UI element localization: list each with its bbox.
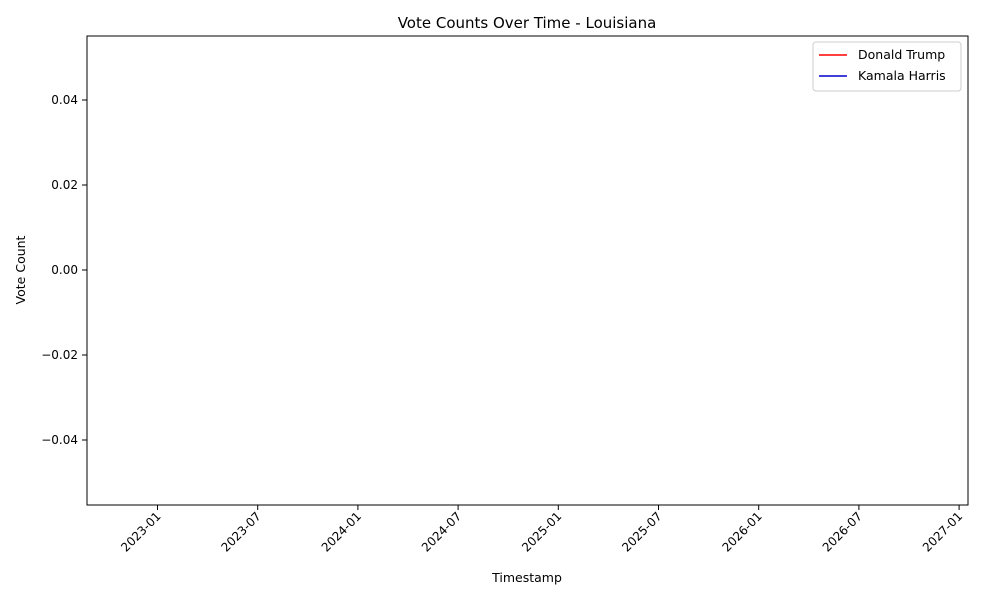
y-tick-label: 0.00 — [51, 263, 78, 277]
y-axis-title: Vote Count — [13, 235, 28, 304]
y-tick-3: −0.02 — [41, 348, 87, 362]
legend-entry-kamala-harris: Kamala Harris — [819, 68, 946, 83]
legend-entry-donald-trump: Donald Trump — [819, 47, 945, 62]
y-tick-1: 0.02 — [51, 178, 87, 192]
y-tick-0: 0.04 — [51, 93, 87, 107]
y-tick-label: −0.02 — [41, 348, 78, 362]
y-tick-4: −0.04 — [41, 433, 87, 447]
y-tick-2: 0.00 — [51, 263, 87, 277]
legend-label-kamala-harris: Kamala Harris — [858, 68, 946, 83]
x-axis-title: Timestamp — [491, 570, 562, 585]
y-tick-label: −0.04 — [41, 433, 78, 447]
y-axis: 0.04 0.02 0.00 −0.02 −0.04 — [41, 93, 87, 447]
chart-title: Vote Counts Over Time - Louisiana — [398, 14, 657, 32]
y-tick-label: 0.02 — [51, 178, 78, 192]
legend-label-donald-trump: Donald Trump — [858, 47, 945, 62]
legend-frame — [812, 41, 962, 92]
y-tick-label: 0.04 — [51, 93, 78, 107]
legend: Donald Trump Kamala Harris — [812, 41, 962, 92]
